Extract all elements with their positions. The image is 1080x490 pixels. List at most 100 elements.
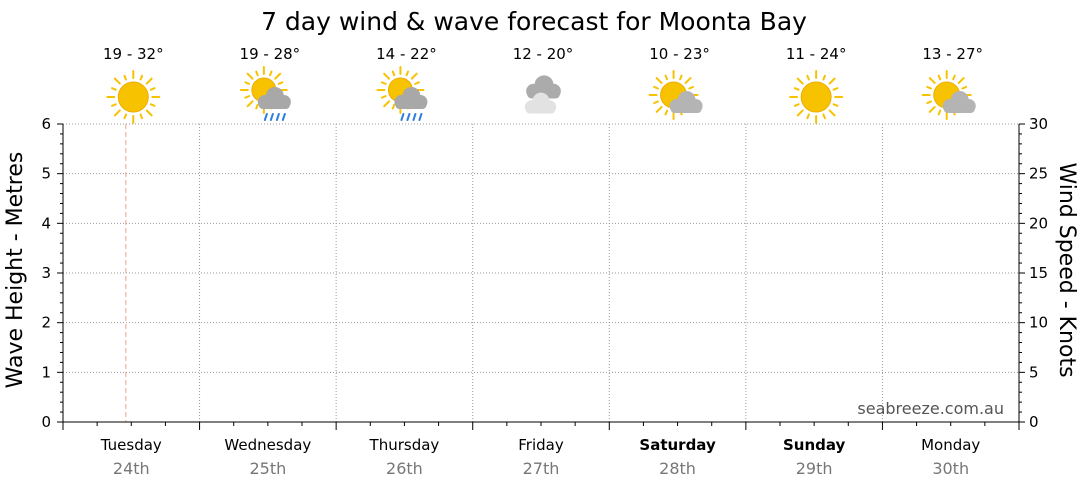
sun-ray bbox=[679, 74, 683, 81]
left-tick-label: 4 bbox=[41, 214, 51, 232]
sun-ray bbox=[688, 85, 694, 90]
day-date-label: 27th bbox=[523, 459, 560, 478]
sun-ray bbox=[937, 109, 942, 116]
left-tick-label: 6 bbox=[41, 115, 51, 133]
day-name-label: Tuesday bbox=[100, 436, 162, 454]
sun-ray bbox=[961, 85, 968, 90]
sun-ray bbox=[244, 81, 251, 85]
sun-disc bbox=[800, 81, 832, 113]
sun-ray bbox=[380, 81, 387, 85]
right-tick-label: 15 bbox=[1029, 264, 1048, 282]
sun-ray bbox=[246, 72, 254, 80]
day-name-label: Friday bbox=[518, 436, 564, 454]
sunny-icon bbox=[106, 70, 161, 124]
sun-ray bbox=[255, 103, 259, 110]
sun-ray bbox=[113, 77, 121, 85]
sun-ray bbox=[653, 100, 659, 105]
sun-ray bbox=[244, 95, 251, 99]
right-tick-label: 25 bbox=[1029, 165, 1048, 183]
cloud-base bbox=[258, 101, 290, 109]
partly-cloudy-icon bbox=[648, 70, 703, 120]
temperature-range-label: 13 - 27° bbox=[922, 45, 983, 63]
sun-ray bbox=[806, 113, 810, 120]
sun-ray bbox=[793, 87, 800, 91]
x-axis-day-labels: Tuesday 24th Wednesday 25th Thursday 26th Frid… bbox=[100, 436, 981, 478]
sunny-icon bbox=[789, 70, 844, 124]
sun-ray bbox=[255, 70, 259, 77]
right-axis-ticks: 0 5 10 15 20 25 30 bbox=[1019, 115, 1048, 431]
temperature-range-label: 12 - 20° bbox=[513, 45, 574, 63]
sun-ray bbox=[113, 109, 121, 117]
sun-ray bbox=[832, 103, 839, 107]
day-date-label: 25th bbox=[249, 459, 286, 478]
right-tick-label: 0 bbox=[1029, 413, 1039, 431]
cloud-base bbox=[943, 105, 975, 113]
right-tick-label: 5 bbox=[1029, 363, 1039, 381]
day-name-label: Saturday bbox=[639, 436, 716, 454]
sun-ray bbox=[111, 103, 117, 107]
sun-ray bbox=[145, 109, 153, 117]
rain-drop bbox=[263, 113, 268, 121]
left-tick-label: 1 bbox=[41, 363, 51, 381]
rain-drop bbox=[269, 113, 274, 121]
right-axis-title: Wind Speed - Knots bbox=[1054, 162, 1079, 377]
sun-ray bbox=[928, 106, 936, 113]
sun-ray bbox=[123, 113, 128, 120]
day-date-label: 26th bbox=[386, 459, 423, 478]
sun-ray bbox=[246, 100, 254, 108]
rain-drop bbox=[406, 113, 411, 121]
temperature-range-label: 19 - 32° bbox=[103, 45, 164, 63]
credit-label: seabreeze.com.au bbox=[857, 399, 1004, 418]
day-name-label: Thursday bbox=[369, 436, 440, 454]
sun-ray bbox=[822, 113, 826, 120]
sun-ray bbox=[139, 74, 144, 81]
left-tick-label: 0 bbox=[41, 413, 51, 431]
day-date-label: 28th bbox=[659, 459, 696, 478]
sun-ray bbox=[391, 70, 396, 77]
temperature-range-label: 11 - 24° bbox=[786, 45, 847, 63]
sun-ray bbox=[655, 77, 663, 84]
left-axis-ticks: 0 1 2 3 4 5 6 bbox=[41, 115, 63, 431]
sun-ray bbox=[123, 74, 128, 81]
right-tick-label: 20 bbox=[1029, 214, 1048, 232]
sun-ray bbox=[926, 85, 933, 90]
sun-ray bbox=[380, 95, 387, 99]
sun-ray bbox=[145, 77, 153, 85]
sun-ray bbox=[806, 74, 810, 81]
sun-ray bbox=[793, 103, 800, 107]
sun-ray bbox=[796, 109, 804, 117]
rain-drop bbox=[400, 113, 405, 121]
left-tick-label: 5 bbox=[41, 165, 51, 183]
sun-ray bbox=[149, 103, 156, 107]
grid-lines bbox=[63, 123, 1019, 422]
cloud-base bbox=[395, 101, 427, 109]
rain-drop bbox=[281, 113, 286, 121]
temperature-row: 19 - 32° 19 - 28° 14 - 22° 12 - 20° 10 - 23°… bbox=[103, 45, 983, 63]
sun-ray bbox=[414, 81, 420, 85]
sun-ray bbox=[149, 87, 156, 91]
sun-ray bbox=[822, 74, 826, 81]
sun-ray bbox=[111, 87, 117, 91]
sun-cloud-rain-icon bbox=[376, 66, 428, 121]
sun-ray bbox=[383, 72, 391, 80]
right-tick-label: 10 bbox=[1029, 314, 1048, 332]
sun-ray bbox=[926, 100, 933, 105]
day-date-label: 30th bbox=[932, 459, 969, 478]
sun-ray bbox=[832, 87, 839, 91]
sun-cloud-rain-icon bbox=[239, 66, 291, 121]
day-date-label: 24th bbox=[113, 459, 150, 478]
sun-ray bbox=[828, 109, 836, 117]
sun-ray bbox=[410, 72, 418, 80]
sun-ray bbox=[928, 77, 936, 84]
sun-ray bbox=[664, 109, 669, 116]
right-tick-label: 30 bbox=[1029, 115, 1048, 133]
day-name-label: Sunday bbox=[783, 436, 846, 454]
sun-ray bbox=[796, 77, 804, 85]
left-axis-title: Wave Height - Metres bbox=[3, 152, 28, 389]
left-tick-label: 2 bbox=[41, 314, 51, 332]
sun-ray bbox=[655, 106, 663, 113]
day-name-label: Wednesday bbox=[224, 436, 311, 454]
sun-ray bbox=[653, 85, 659, 90]
sun-ray bbox=[957, 77, 965, 84]
